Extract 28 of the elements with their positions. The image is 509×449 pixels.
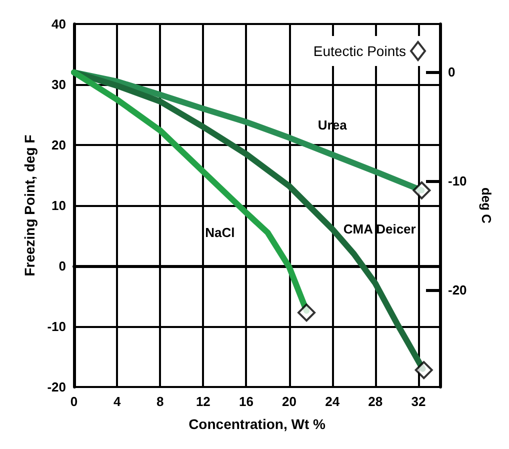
x-tick-label: 20 (282, 394, 297, 409)
y-tick-label: 30 (52, 77, 66, 92)
series-label: NaCl (205, 225, 235, 240)
point (414, 361, 433, 380)
x-tick-label: 28 (368, 394, 383, 409)
series-label: CMA Deicer (343, 222, 416, 237)
y-axis-title: Freezing Point, deg F (21, 134, 38, 276)
x-tick-label: 32 (411, 394, 426, 409)
y-tick-label: -20 (47, 380, 66, 394)
y2-axis-title: deg C (479, 187, 494, 224)
legend-label: Eutectic Points (313, 43, 406, 59)
x-tick-label: 24 (325, 394, 340, 409)
y2-tick-label: -10 (448, 173, 467, 188)
x-axis-title: Concentration, Wt % (188, 416, 326, 432)
y2-tick-label: -20 (448, 282, 467, 298)
point (412, 181, 431, 200)
x-tick-label: 16 (239, 394, 254, 409)
y-tick-label: 20 (52, 138, 66, 152)
y-tick-label: -10 (47, 319, 66, 334)
x-tick-label: 8 (156, 394, 164, 409)
point (298, 304, 316, 322)
y2-tick-label: 0 (448, 64, 456, 80)
y-tick-label: 10 (52, 198, 66, 213)
y-tick-label: 0 (58, 258, 66, 274)
x-tick-label: 4 (113, 394, 122, 409)
y-tick-label: 40 (52, 16, 66, 32)
x-tick-label: 12 (196, 394, 210, 409)
x-tick-label: 0 (70, 394, 78, 409)
